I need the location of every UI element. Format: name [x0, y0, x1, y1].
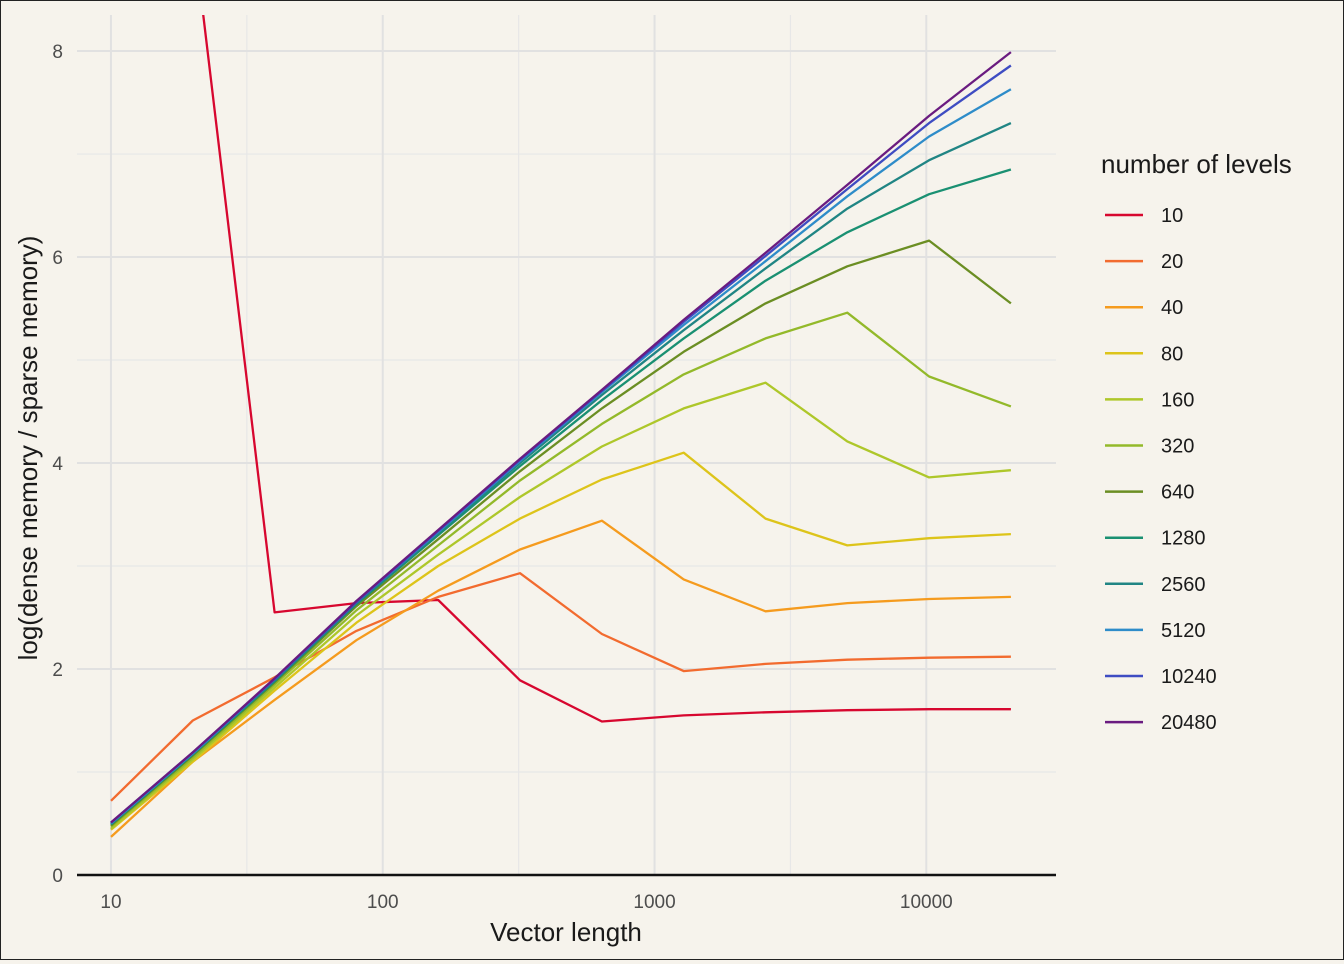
- y-axis-title: log(dense memory / sparse memory): [13, 236, 43, 661]
- series-line-40: [110, 519, 1011, 838]
- legend-label-10240: 10240: [1161, 666, 1217, 688]
- y-tick-label: 2: [52, 660, 63, 681]
- x-tick-label: 1000: [633, 892, 675, 913]
- x-axis-ticks: 10 100 1000 10000: [100, 892, 952, 913]
- series-line-1280: [110, 168, 1012, 826]
- legend-title: number of levels: [1101, 149, 1292, 179]
- x-axis-title: Vector length: [490, 917, 642, 947]
- x-tick-label: 100: [367, 892, 399, 913]
- legend-label-2560: 2560: [1161, 574, 1206, 596]
- major-gridlines: [77, 15, 1056, 876]
- series-lines: [110, 15, 1012, 838]
- minor-gridlines: [77, 15, 1056, 875]
- legend: number of levels 10 20 40 80 160 320 640 1280 25…: [1101, 149, 1292, 734]
- legend-label-5120: 5120: [1161, 620, 1206, 642]
- series-line-20: [110, 572, 1011, 802]
- series-line-160: [110, 381, 1012, 830]
- x-tick-label: 10000: [900, 892, 953, 913]
- legend-label-20: 20: [1161, 251, 1183, 273]
- legend-label-640: 640: [1161, 482, 1194, 504]
- legend-label-320: 320: [1161, 436, 1194, 458]
- y-tick-label: 0: [52, 866, 63, 887]
- series-line-640: [110, 239, 1012, 827]
- legend-label-20480: 20480: [1161, 712, 1217, 734]
- series-line-2560: [110, 122, 1012, 825]
- legend-label-10: 10: [1161, 205, 1183, 227]
- series-line-10: [202, 15, 1011, 723]
- series-line-80: [110, 451, 1011, 831]
- series-line-20480: [110, 51, 1012, 824]
- x-tick-label: 10: [100, 892, 121, 913]
- y-tick-label: 4: [52, 454, 63, 475]
- legend-label-80: 80: [1161, 343, 1183, 365]
- y-tick-label: 6: [52, 248, 63, 269]
- series-line-320: [110, 311, 1012, 828]
- legend-label-40: 40: [1161, 297, 1183, 319]
- legend-label-160: 160: [1161, 389, 1194, 411]
- legend-items: 10 20 40 80 160 320 640 1280 2560 5120 10240 20480: [1105, 205, 1217, 734]
- legend-label-1280: 1280: [1161, 528, 1206, 550]
- y-axis-ticks: 0 2 4 6 8: [52, 42, 63, 887]
- y-tick-label: 8: [52, 42, 63, 63]
